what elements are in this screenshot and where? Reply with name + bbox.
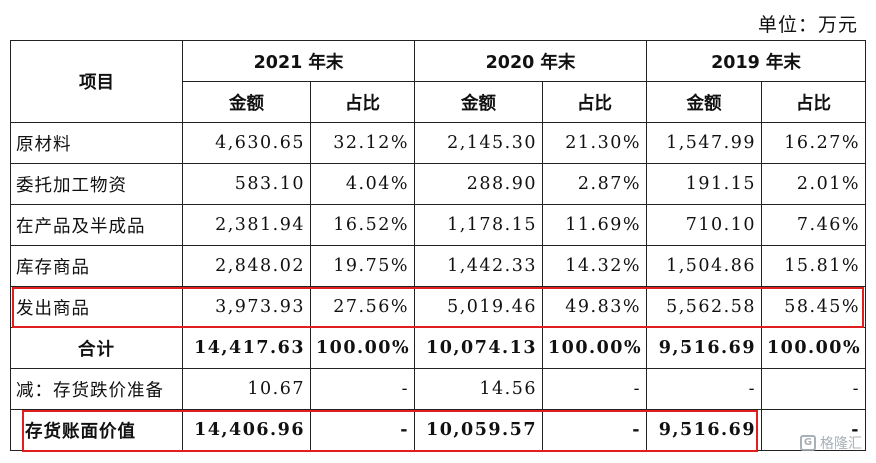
cell-amount: 710.10 [646, 204, 762, 246]
cell-ratio: 27.56% [310, 286, 415, 328]
cell-ratio: - [542, 409, 647, 451]
cell-amount: 10,059.57 [414, 409, 543, 451]
cell-amount: 14,417.63 [182, 327, 311, 369]
cell-amount: 1,442.33 [414, 245, 543, 287]
cell-amount: 5,019.46 [414, 286, 543, 328]
header-year-2021: 2021 年末 [182, 40, 415, 82]
cell-amount: 288.90 [414, 163, 543, 205]
cell-amount: 5,562.58 [646, 286, 762, 328]
book-value-row: 存货账面价值 14,406.96 - 10,059.57 - 9,516.69 … [10, 409, 866, 451]
table-row: 委托加工物资 583.10 4.04% 288.90 2.87% 191.15 … [10, 163, 866, 205]
cell-amount: 583.10 [182, 163, 311, 205]
header-year-2020: 2020 年末 [414, 40, 647, 82]
cell-ratio: 58.45% [761, 286, 866, 328]
row-label: 减：存货跌价准备 [10, 368, 183, 410]
cell-ratio: - [761, 409, 866, 451]
cell-amount: 1,504.86 [646, 245, 762, 287]
table-row: 在产品及半成品 2,381.94 16.52% 1,178.15 11.69% … [10, 204, 866, 246]
cell-ratio: - [310, 409, 415, 451]
cell-ratio: 100.00% [310, 327, 415, 369]
cell-ratio: 15.81% [761, 245, 866, 287]
cell-amount: 2,145.30 [414, 122, 543, 164]
header-ratio: 占比 [310, 81, 415, 123]
cell-ratio: 11.69% [542, 204, 647, 246]
cell-ratio: 2.01% [761, 163, 866, 205]
cell-ratio: 32.12% [310, 122, 415, 164]
cell-ratio: 14.32% [542, 245, 647, 287]
table-row: 减：存货跌价准备 10.67 - 14.56 - - - [10, 368, 866, 410]
cell-amount: 1,178.15 [414, 204, 543, 246]
row-label: 在产品及半成品 [10, 204, 183, 246]
watermark: G 格隆汇 [800, 433, 862, 453]
table-row: 库存商品 2,848.02 19.75% 1,442.33 14.32% 1,5… [10, 245, 866, 287]
cell-amount: 2,381.94 [182, 204, 311, 246]
row-label: 发出商品 [10, 286, 183, 328]
cell-amount: 1,547.99 [646, 122, 762, 164]
cell-amount: 3,973.93 [182, 286, 311, 328]
cell-amount: 2,848.02 [182, 245, 311, 287]
cell-amount: 9,516.69 [646, 409, 762, 451]
cell-ratio: 19.75% [310, 245, 415, 287]
cell-ratio: 100.00% [761, 327, 866, 369]
cell-ratio: - [310, 368, 415, 410]
cell-ratio: - [761, 368, 866, 410]
watermark-logo-icon: G [800, 435, 816, 451]
cell-amount: 10.67 [182, 368, 311, 410]
unit-label: 单位：万元 [757, 14, 858, 36]
watermark-text: 格隆汇 [820, 436, 862, 452]
table-row: 原材料 4,630.65 32.12% 2,145.30 21.30% 1,54… [10, 122, 866, 164]
header-ratio: 占比 [761, 81, 866, 123]
header-amount: 金额 [414, 81, 543, 123]
cell-ratio: 16.27% [761, 122, 866, 164]
cell-ratio: 2.87% [542, 163, 647, 205]
cell-ratio: 16.52% [310, 204, 415, 246]
row-label: 原材料 [10, 122, 183, 164]
header-amount: 金额 [182, 81, 311, 123]
header-item: 项目 [10, 40, 183, 123]
cell-ratio: 100.00% [542, 327, 647, 369]
cell-amount: 9,516.69 [646, 327, 762, 369]
cell-ratio: - [542, 368, 647, 410]
total-row: 合计 14,417.63 100.00% 10,074.13 100.00% 9… [10, 327, 866, 369]
cell-amount: - [646, 368, 762, 410]
row-label: 存货账面价值 [10, 409, 183, 451]
row-label: 合计 [10, 327, 183, 369]
inventory-table: 项目 2021 年末 2020 年末 2019 年末 金额 占比 金额 占比 金… [10, 40, 866, 451]
cell-amount: 191.15 [646, 163, 762, 205]
cell-amount: 14,406.96 [182, 409, 311, 451]
cell-ratio: 4.04% [310, 163, 415, 205]
row-label: 委托加工物资 [10, 163, 183, 205]
row-label: 库存商品 [10, 245, 183, 287]
cell-ratio: 21.30% [542, 122, 647, 164]
cell-ratio: 7.46% [761, 204, 866, 246]
header-year-2019: 2019 年末 [646, 40, 866, 82]
cell-ratio: 49.83% [542, 286, 647, 328]
header-ratio: 占比 [542, 81, 647, 123]
cell-amount: 10,074.13 [414, 327, 543, 369]
header-amount: 金额 [646, 81, 762, 123]
cell-amount: 14.56 [414, 368, 543, 410]
table-row-highlighted: 发出商品 3,973.93 27.56% 5,019.46 49.83% 5,5… [10, 286, 866, 328]
cell-amount: 4,630.65 [182, 122, 311, 164]
